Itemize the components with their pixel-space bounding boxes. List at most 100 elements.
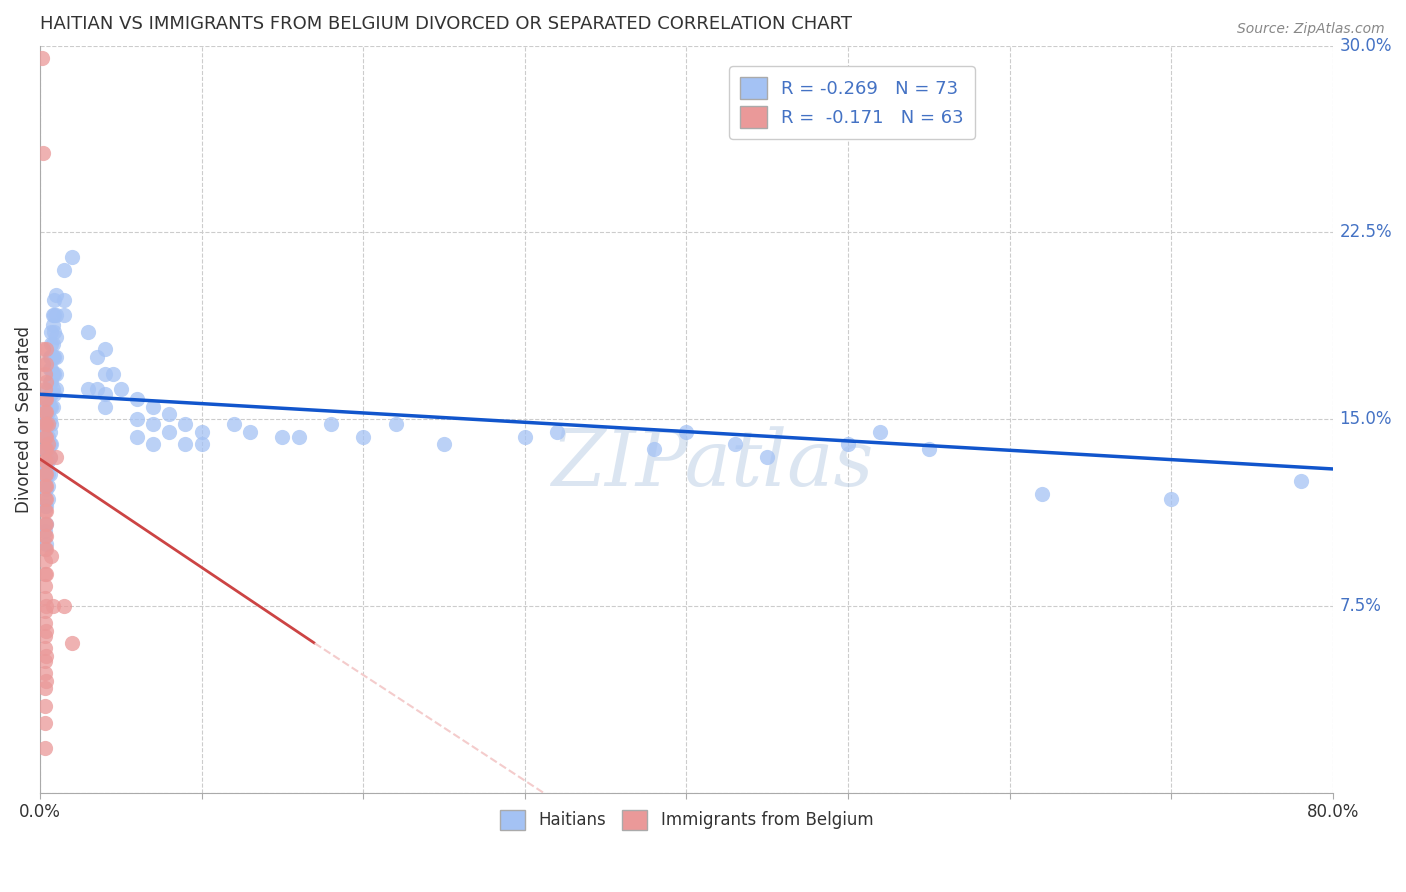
Point <box>37 405 59 419</box>
Point <box>35 529 58 543</box>
Point <box>142 437 165 451</box>
Point <box>39 437 62 451</box>
Point <box>39 375 62 389</box>
Point <box>157 407 180 421</box>
Point <box>38 387 60 401</box>
Point <box>38 450 60 464</box>
Point <box>675 425 697 439</box>
Point <box>37 417 59 431</box>
Point <box>39 387 62 401</box>
Point <box>546 425 568 439</box>
Point <box>271 429 294 443</box>
Point <box>38 350 60 364</box>
Point <box>93 368 115 382</box>
Text: Source: ZipAtlas.com: Source: ZipAtlas.com <box>1237 22 1385 37</box>
Point <box>35 566 58 581</box>
Point <box>34 681 56 695</box>
Point <box>45 368 67 382</box>
Point <box>34 405 56 419</box>
Point <box>34 516 56 531</box>
Point <box>44 308 66 322</box>
Point <box>35 467 58 481</box>
Point <box>39 362 62 376</box>
Point <box>44 325 66 339</box>
Point <box>34 491 56 506</box>
Point <box>42 337 65 351</box>
Point <box>53 308 76 322</box>
Point <box>44 293 66 307</box>
Point <box>34 641 56 656</box>
Point <box>174 417 197 431</box>
Legend: Haitians, Immigrants from Belgium: Haitians, Immigrants from Belgium <box>494 803 880 837</box>
Point <box>34 740 56 755</box>
Point <box>38 375 60 389</box>
Point <box>93 400 115 414</box>
Point <box>34 442 56 456</box>
Point <box>34 392 56 407</box>
Point <box>319 417 342 431</box>
Point <box>34 454 56 468</box>
Point <box>60 250 83 264</box>
Point <box>34 524 56 539</box>
Point <box>35 417 58 431</box>
Point <box>125 429 148 443</box>
Text: 30.0%: 30.0% <box>1340 37 1392 54</box>
Point <box>37 454 59 468</box>
Point <box>45 382 67 396</box>
Point <box>1160 491 1182 506</box>
Point <box>34 429 56 443</box>
Point <box>190 437 212 451</box>
Point <box>60 636 83 650</box>
Point <box>35 412 58 426</box>
Point <box>35 454 58 468</box>
Point <box>433 437 456 451</box>
Point <box>513 429 536 443</box>
Point <box>1289 475 1312 489</box>
Point <box>42 318 65 332</box>
Point <box>756 450 779 464</box>
Point <box>34 500 56 514</box>
Point <box>35 482 58 496</box>
Point <box>32 145 55 160</box>
Point <box>34 442 56 456</box>
Point <box>34 467 56 481</box>
Point <box>39 337 62 351</box>
Point <box>42 599 65 613</box>
Point <box>35 673 58 688</box>
Text: 22.5%: 22.5% <box>1340 223 1392 242</box>
Point <box>35 417 58 431</box>
Text: HAITIAN VS IMMIGRANTS FROM BELGIUM DIVORCED OR SEPARATED CORRELATION CHART: HAITIAN VS IMMIGRANTS FROM BELGIUM DIVOR… <box>39 15 852 33</box>
Point <box>38 425 60 439</box>
Point <box>34 504 56 518</box>
Point <box>35 405 58 419</box>
Point <box>37 437 59 451</box>
Point <box>34 425 56 439</box>
Point <box>34 382 56 396</box>
Point <box>37 479 59 493</box>
Point <box>86 350 108 364</box>
Point <box>32 343 55 357</box>
Point <box>35 504 58 518</box>
Point <box>39 350 62 364</box>
Point <box>93 343 115 357</box>
Point <box>34 666 56 681</box>
Point <box>34 554 56 568</box>
Point <box>35 429 58 443</box>
Point <box>37 467 59 481</box>
Point <box>35 343 58 357</box>
Point <box>38 437 60 451</box>
Point <box>643 442 665 456</box>
Point <box>34 541 56 556</box>
Point <box>39 549 62 563</box>
Point <box>35 599 58 613</box>
Y-axis label: Divorced or Separated: Divorced or Separated <box>15 326 32 513</box>
Point <box>34 566 56 581</box>
Point <box>35 357 58 371</box>
Point <box>34 579 56 593</box>
Point <box>53 293 76 307</box>
Point <box>1031 487 1053 501</box>
Point <box>53 262 76 277</box>
Point <box>45 330 67 344</box>
Point <box>77 382 100 396</box>
Text: 15.0%: 15.0% <box>1340 410 1392 428</box>
